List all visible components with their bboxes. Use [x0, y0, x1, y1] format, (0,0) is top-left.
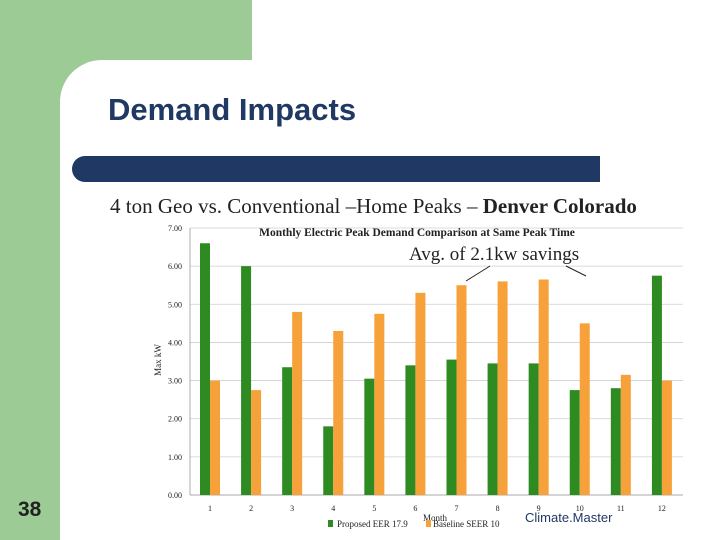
annotation-arrow-right	[565, 265, 587, 277]
bar-baseline-5	[374, 313, 385, 495]
x-tick-label: 9	[537, 504, 541, 513]
bar-baseline-10	[579, 323, 590, 495]
y-tick-label: 2.00	[168, 415, 182, 424]
y-tick-label: 3.00	[168, 377, 182, 386]
bar-baseline-4	[333, 330, 344, 495]
y-tick-label: 7.00	[168, 224, 182, 233]
y-tick-label: 0.00	[168, 491, 182, 500]
bar-baseline-9	[538, 279, 549, 495]
bar-baseline-12	[661, 380, 672, 495]
bar-proposed-8	[487, 363, 498, 495]
legend-label-proposed: Proposed EER 17.9	[337, 519, 408, 529]
y-axis-label: Max kW	[153, 344, 163, 376]
y-tick-label: 6.00	[168, 262, 182, 271]
x-tick-label: 4	[331, 504, 335, 513]
x-tick-label: 10	[576, 504, 584, 513]
x-tick-label: 2	[249, 504, 253, 513]
chart-legend: Proposed EER 17.9 Baseline SEER 10	[328, 519, 500, 529]
legend-swatch-proposed	[328, 520, 333, 527]
chart-tick-labels: 0.001.002.003.004.005.006.007.001 2 3 4 5 6 7 8…	[168, 224, 666, 513]
bar-proposed-4	[323, 426, 334, 495]
annotation-arrow-left	[465, 265, 491, 282]
chart-bars	[200, 243, 672, 495]
y-tick-label: 4.00	[168, 338, 182, 347]
x-tick-label: 3	[290, 504, 294, 513]
y-tick-label: 5.00	[168, 300, 182, 309]
title-underline-bar	[72, 156, 600, 182]
bar-proposed-1	[200, 243, 210, 495]
slide-panel	[60, 60, 720, 540]
chart-gridlines	[190, 227, 683, 496]
slide-subtitle: 4 ton Geo vs. Conventional –Home Peaks –…	[110, 194, 637, 219]
bar-baseline-8	[497, 281, 508, 495]
x-tick-label: 5	[372, 504, 376, 513]
bar-proposed-5	[364, 378, 375, 495]
slide-title: Demand Impacts	[108, 92, 357, 127]
bar-proposed-3	[282, 367, 293, 495]
x-tick-label: 12	[658, 504, 666, 513]
x-tick-label: 1	[208, 504, 212, 513]
bar-proposed-10	[569, 390, 580, 495]
x-tick-label: 6	[413, 504, 417, 513]
bar-proposed-7	[446, 359, 457, 495]
slide-number: 38	[18, 498, 42, 521]
bar-baseline-11	[620, 374, 631, 495]
bar-baseline-2	[251, 390, 262, 495]
bar-baseline-1	[210, 380, 220, 495]
savings-annotation: Avg. of 2.1kw savings	[409, 244, 587, 282]
chart-axes	[189, 228, 683, 496]
bar-baseline-3	[292, 311, 303, 495]
chart-title: Monthly Electric Peak Demand Comparison …	[259, 227, 575, 239]
subtitle-main: 4 ton Geo vs. Conventional –Home Peaks –	[110, 194, 483, 218]
legend-swatch-baseline	[426, 520, 431, 527]
bar-baseline-6	[415, 292, 426, 495]
x-tick-label: 8	[496, 504, 500, 513]
subtitle-location: Denver Colorado	[482, 194, 637, 218]
bar-proposed-2	[241, 266, 252, 495]
decorative-green-strip	[0, 0, 60, 540]
bar-baseline-7	[456, 285, 467, 495]
annotation-text: Avg. of 2.1kw savings	[409, 244, 579, 265]
x-tick-label: 7	[455, 504, 459, 513]
bar-proposed-11	[610, 388, 621, 495]
brand-logo-text: Climate.Master	[525, 510, 613, 525]
x-axis-label: Month	[423, 513, 448, 523]
x-tick-label: 11	[617, 504, 625, 513]
bar-proposed-9	[528, 363, 539, 495]
y-tick-label: 1.00	[168, 453, 182, 462]
bar-proposed-12	[651, 275, 662, 495]
bar-proposed-6	[405, 365, 416, 495]
legend-label-baseline: Baseline SEER 10	[433, 519, 500, 529]
